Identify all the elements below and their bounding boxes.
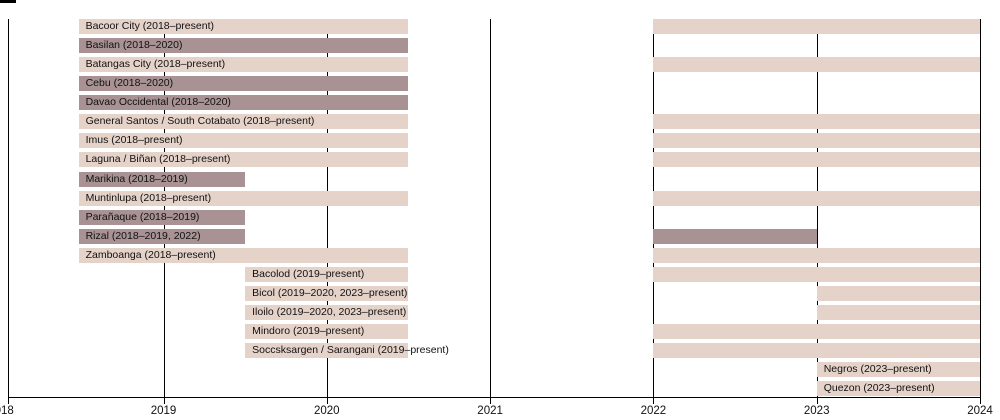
row-bar — [78, 114, 409, 130]
row-bar — [78, 57, 409, 73]
row-label: Rizal (2018–2019, 2022) — [85, 229, 201, 242]
row-label: Bacolod (2019–present) — [252, 267, 365, 280]
row-bar — [816, 305, 980, 321]
x-tick-2024 — [980, 397, 981, 404]
row-bar — [245, 266, 409, 282]
row-bar — [78, 76, 409, 92]
row-label: Basilan (2018–2020) — [85, 39, 183, 52]
row-bar — [245, 343, 409, 359]
row-bar — [78, 19, 409, 34]
row-bar — [245, 305, 409, 321]
x-tick-2018 — [8, 397, 9, 404]
row-label: Marikina (2018–2019) — [85, 172, 188, 185]
row-label: Imus (2018–present) — [85, 134, 183, 147]
year-gridline-2020 — [326, 19, 328, 397]
row-bar — [653, 133, 980, 149]
row-bar — [78, 228, 246, 244]
row-bar — [78, 38, 409, 54]
year-gridline-2019 — [163, 19, 165, 397]
top-left-mark — [0, 0, 16, 3]
year-gridline-2021 — [490, 19, 492, 397]
row-bar — [653, 152, 980, 168]
x-tick-2019 — [163, 397, 165, 404]
row-bar — [653, 190, 980, 206]
x-tick-label-2020: 2020 — [314, 405, 340, 417]
row-bar — [78, 247, 409, 263]
left-spine — [8, 19, 9, 397]
year-gridline-2024 — [980, 19, 981, 397]
x-tick-label-2022: 2022 — [640, 405, 667, 417]
row-bar — [78, 171, 246, 187]
row-bar — [653, 19, 980, 34]
x-tick-2021 — [490, 397, 492, 404]
x-tick-2022 — [653, 397, 655, 404]
row-bar — [816, 285, 980, 301]
x-tick-label-2024: 2024 — [967, 405, 993, 417]
row-bar — [653, 228, 817, 244]
x-tick-label-2021: 2021 — [477, 405, 503, 417]
x-tick-2023 — [816, 397, 818, 404]
row-bar — [653, 247, 980, 263]
x-tick-label-2018: 2018 — [0, 405, 14, 417]
row-bar — [78, 133, 409, 149]
row-bar — [653, 57, 980, 73]
row-label: Negros (2023–present) — [823, 363, 932, 376]
row-bar — [653, 324, 980, 340]
year-gridline-2022 — [653, 19, 655, 397]
row-bar — [78, 190, 409, 206]
x-tick-label-2023: 2023 — [803, 405, 830, 417]
row-label: Mindoro (2019–present) — [252, 325, 365, 338]
row-label: Laguna / Biñan (2018–present) — [85, 153, 231, 166]
row-label: Zamboanga (2018–present) — [85, 248, 216, 261]
bottom-spine — [8, 397, 981, 398]
row-label: General Santos / South Cotabato (2018–pr… — [85, 115, 315, 128]
row-label: Muntinlupa (2018–present) — [85, 191, 212, 204]
row-bar — [653, 114, 980, 130]
row-label: Cebu (2018–2020) — [85, 77, 174, 90]
row-label: Bacoor City (2018–present) — [85, 20, 214, 32]
row-label: Bicol (2019–2020, 2023–present) — [252, 286, 408, 299]
row-label: Davao Occidental (2018–2020) — [85, 96, 231, 109]
row-label: Parañaque (2018–2019) — [85, 210, 200, 223]
row-bar — [653, 343, 980, 359]
row-bar — [816, 381, 980, 397]
row-label: Batangas City (2018–present) — [85, 58, 226, 71]
row-bar — [816, 362, 980, 378]
row-bar — [245, 285, 409, 301]
year-gridline-2023 — [816, 19, 818, 397]
row-bar — [245, 324, 409, 340]
row-label: Quezon (2023–present) — [823, 382, 935, 395]
row-bar — [78, 152, 409, 168]
row-bar — [653, 266, 980, 282]
x-tick-2020 — [326, 397, 328, 404]
row-label: Iloilo (2019–2020, 2023–present) — [252, 306, 407, 319]
row-bar — [78, 95, 409, 111]
row-bar — [78, 209, 246, 225]
row-label: Soccsksargen / Sarangani (2019–present) — [252, 344, 449, 357]
x-tick-label-2019: 2019 — [150, 405, 177, 417]
